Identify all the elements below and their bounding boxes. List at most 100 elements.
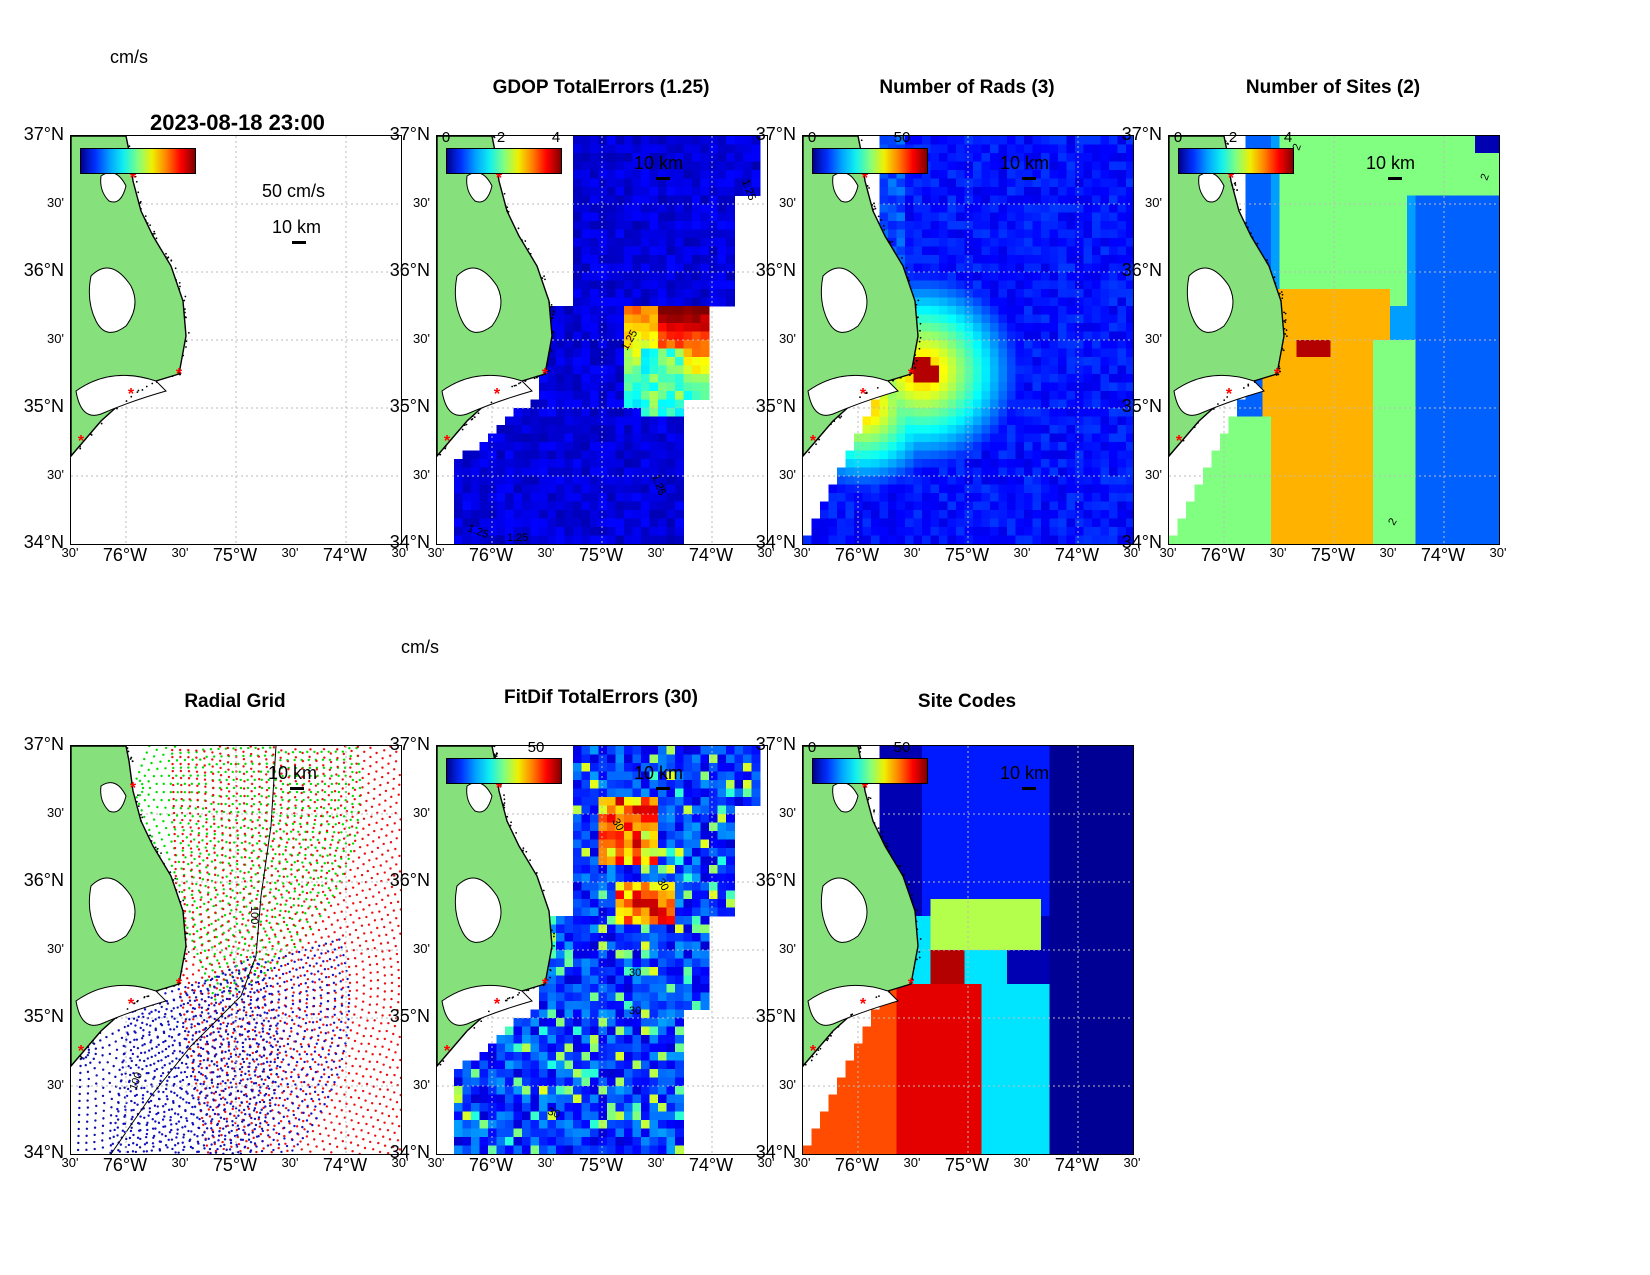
longitude-tick-label: 74°W: [1054, 1155, 1100, 1175]
latitude-tick-label: 35°N: [755, 396, 796, 416]
longitude-tick-label: 30': [757, 545, 775, 560]
longitude-tick-label: 75°W: [944, 1155, 990, 1175]
latitude-tick-label: 35°N: [389, 1006, 430, 1026]
radar-site-marker: *: [542, 366, 549, 383]
longitude-tick-label: 30': [1489, 545, 1507, 560]
latitude-tick-label: 30': [779, 1077, 796, 1092]
scale-bar-label: 10 km: [634, 763, 684, 783]
panel-title: Radial Grid: [184, 691, 286, 712]
longitude-tick-label: 74°W: [688, 1155, 734, 1175]
map-panel-nrads: Number of Rads (3) * * * * 0 50 10 km 37°N 30' 36°…: [732, 77, 1202, 583]
latitude-tick-label: 34°N: [23, 1142, 64, 1162]
longitude-tick-label: 30': [647, 1155, 665, 1170]
latitude-tick-label: 30': [413, 941, 430, 956]
longitude-tick-label: 30': [793, 1155, 811, 1170]
radar-site-marker: *: [908, 366, 915, 383]
colorbar-tick-label: 50: [893, 129, 911, 146]
longitude-tick-label: 75°W: [578, 545, 624, 565]
longitude-tick-label: 30': [537, 545, 555, 560]
longitude-tick-label: 30': [1269, 545, 1287, 560]
latitude-tick-label: 30': [47, 805, 64, 820]
map-canvas: * * * * 30 30 30 30 30: [437, 746, 767, 1154]
latitude-tick-label: 36°N: [23, 260, 64, 280]
radar-site-marker: *: [860, 996, 867, 1013]
longitude-tick-label: 30': [281, 1155, 299, 1170]
longitude-tick-label: 30': [1379, 545, 1397, 560]
latitude-tick-label: 37°N: [755, 124, 796, 144]
map-canvas: * * * *: [803, 136, 1133, 544]
longitude-tick-label: 30': [1013, 1155, 1031, 1170]
longitude-tick-label: 75°W: [212, 1155, 258, 1175]
latitude-tick-label: 30': [413, 331, 430, 346]
scale-bar-label: 10 km: [268, 763, 318, 783]
contour-label: 2: [1386, 516, 1399, 527]
longitude-tick-label: 76°W: [102, 545, 148, 565]
scale-bar: [1022, 787, 1036, 790]
coastal-islands: [79, 747, 190, 1060]
longitude-tick-label: 30': [757, 1155, 775, 1170]
latitude-tick-label: 34°N: [389, 532, 430, 552]
latitude-tick-label: 30': [47, 1077, 64, 1092]
radar-site-marker: *: [1226, 386, 1233, 403]
scale-bar: [656, 177, 670, 180]
longitude-tick-label: 30': [793, 545, 811, 560]
radar-site-marker: *: [176, 976, 183, 993]
map-panel-totals: * * * * cm/s 10 km 50 cm/s 37°N 30' 36°N 30' 35°N 30…: [0, 47, 470, 583]
longitude-tick-label: 76°W: [834, 545, 880, 565]
latitude-tick-label: 36°N: [23, 870, 64, 890]
longitude-tick-label: 74°W: [322, 545, 368, 565]
contour-label: 30: [629, 1005, 641, 1017]
radar-site-marker: *: [810, 1043, 817, 1060]
data-layer-fitdif: [454, 746, 761, 1154]
radar-site-marker: *: [128, 386, 135, 403]
longitude-tick-label: 76°W: [1200, 545, 1246, 565]
longitude-tick-label: 30': [427, 1155, 445, 1170]
latitude-tick-label: 30': [779, 331, 796, 346]
scale-bar: [1388, 177, 1402, 180]
colorbar-tick-label: 0: [1173, 129, 1183, 146]
colorbar-tick-label: 2: [496, 129, 506, 146]
longitude-tick-label: 74°W: [1054, 545, 1100, 565]
radar-site-marker: *: [496, 780, 503, 797]
latitude-tick-label: 37°N: [23, 734, 64, 754]
radar-site-marker: *: [176, 366, 183, 383]
contour-label: 30: [609, 817, 626, 834]
panel-title: Number of Sites (2): [1245, 77, 1421, 98]
latitude-tick-label: 36°N: [389, 870, 430, 890]
radar-site-marker: *: [1274, 366, 1281, 383]
latitude-tick-label: 34°N: [755, 532, 796, 552]
radar-site-marker: *: [860, 386, 867, 403]
colorbar-unit-label: cm/s: [110, 47, 148, 67]
latitude-tick-label: 37°N: [755, 734, 796, 754]
map-frame: * * * * 1.25 1.25 1.25 1.25 1.25: [436, 135, 768, 545]
latitude-tick-label: 34°N: [1121, 532, 1162, 552]
longitude-tick-label: 30': [903, 545, 921, 560]
coastal-islands: [79, 145, 190, 450]
contour-label: 2: [1479, 172, 1492, 182]
contour-label: 30: [654, 877, 671, 894]
longitude-tick-label: 30': [391, 1155, 409, 1170]
longitude-tick-label: 30': [391, 545, 409, 560]
radar-site-marker: *: [1228, 170, 1235, 187]
longitude-tick-label: 30': [537, 1155, 555, 1170]
longitude-tick-label: 76°W: [102, 1155, 148, 1175]
longitude-tick-label: 30': [1123, 545, 1141, 560]
colorbar: [812, 758, 928, 784]
longitude-tick-label: 74°W: [688, 545, 734, 565]
latitude-tick-label: 30': [779, 805, 796, 820]
colorbar-tick-label: 0: [807, 129, 817, 146]
colorbar-tick-label: 50: [527, 739, 545, 756]
longitude-tick-label: 30': [171, 545, 189, 560]
colorbar: [80, 148, 196, 174]
longitude-tick-label: 30': [647, 545, 665, 560]
scale-bar-label: 10 km: [1000, 763, 1050, 783]
longitude-tick-label: 75°W: [212, 545, 258, 565]
latitude-tick-label: 36°N: [755, 870, 796, 890]
latitude-tick-label: 34°N: [755, 1142, 796, 1162]
map-canvas: * * * *: [803, 746, 1133, 1154]
map-frame: * * * *: [802, 135, 1134, 545]
latitude-tick-label: 30': [779, 941, 796, 956]
map-panel-gdop: GDOP TotalErrors (1.25) * * * * 1.25 1.25 1.25 1…: [366, 77, 836, 583]
scale-bar-label: 10 km: [272, 217, 322, 237]
coastal-islands: [1182, 140, 1288, 442]
